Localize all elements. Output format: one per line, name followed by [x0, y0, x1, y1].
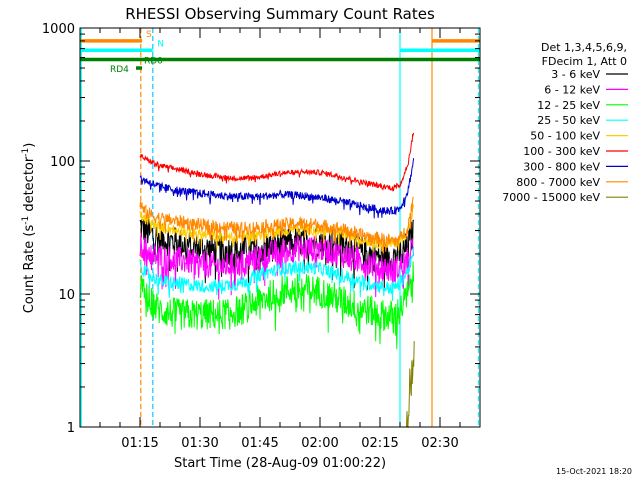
x-axis-ticks: 01:15 01:30 01:45 02:00 02:15 02:30: [79, 28, 481, 451]
legend-label: 12 - 25 keV: [537, 99, 600, 112]
y-axis-label: Count Rate (s-1 detector-1): [21, 143, 37, 314]
flag-label-n: N: [157, 39, 164, 49]
legend-label: 25 - 50 keV: [537, 114, 600, 127]
legend: Det 1,3,4,5,6,9, FDecim 1, Att 0 3 - 6 k…: [502, 41, 628, 204]
x-tick-label: 02:00: [301, 436, 338, 451]
series-line-1: [139, 232, 415, 300]
flag-label-s: S: [146, 30, 152, 40]
y-tick-label: 1000: [42, 22, 75, 37]
legend-label: 100 - 300 keV: [523, 145, 600, 158]
legend-label: 300 - 800 keV: [523, 160, 600, 173]
series-lines: [139, 132, 415, 429]
flag-label-rd4: RD4: [110, 65, 129, 75]
flag-label-rd0: RD0: [144, 56, 163, 66]
y-tick-label: 1: [67, 421, 75, 436]
x-tick-label: 02:15: [361, 436, 398, 451]
series-line-6: [139, 158, 415, 219]
chart-title: RHESSI Observing Summary Count Rates: [125, 5, 435, 23]
vertical-markers: [80, 28, 479, 427]
legend-header-2: FDecim 1, Att 0: [542, 55, 627, 68]
x-tick-label: 02:30: [421, 436, 458, 451]
x-axis-label: Start Time (28-Aug-09 01:00:22): [174, 456, 386, 471]
y-tick-label: 100: [50, 155, 75, 170]
legend-label: 6 - 12 keV: [544, 83, 600, 96]
legend-label: 800 - 7000 keV: [516, 176, 600, 189]
x-tick-label: 01:30: [181, 436, 218, 451]
legend-label: 50 - 100 keV: [530, 130, 600, 143]
legend-label: 7000 - 15000 keV: [502, 191, 600, 204]
y-tick-label: 10: [58, 288, 75, 303]
generation-timestamp: 15-Oct-2021 18:20: [556, 467, 632, 476]
legend-header-1: Det 1,3,4,5,6,9,: [541, 41, 627, 54]
legend-label: 3 - 6 keV: [551, 68, 600, 81]
x-tick-label: 01:45: [241, 436, 278, 451]
series-line-7: [139, 196, 415, 254]
series-line-3: [139, 246, 415, 302]
y-axis-ticks: 1 10 100 1000: [42, 22, 480, 436]
series-line-2: [139, 261, 415, 350]
flag-bars: SN RD0 RD4: [80, 30, 480, 75]
x-tick-label: 01:15: [121, 436, 158, 451]
series-line-8: [406, 340, 415, 429]
series-line-5: [139, 132, 415, 192]
